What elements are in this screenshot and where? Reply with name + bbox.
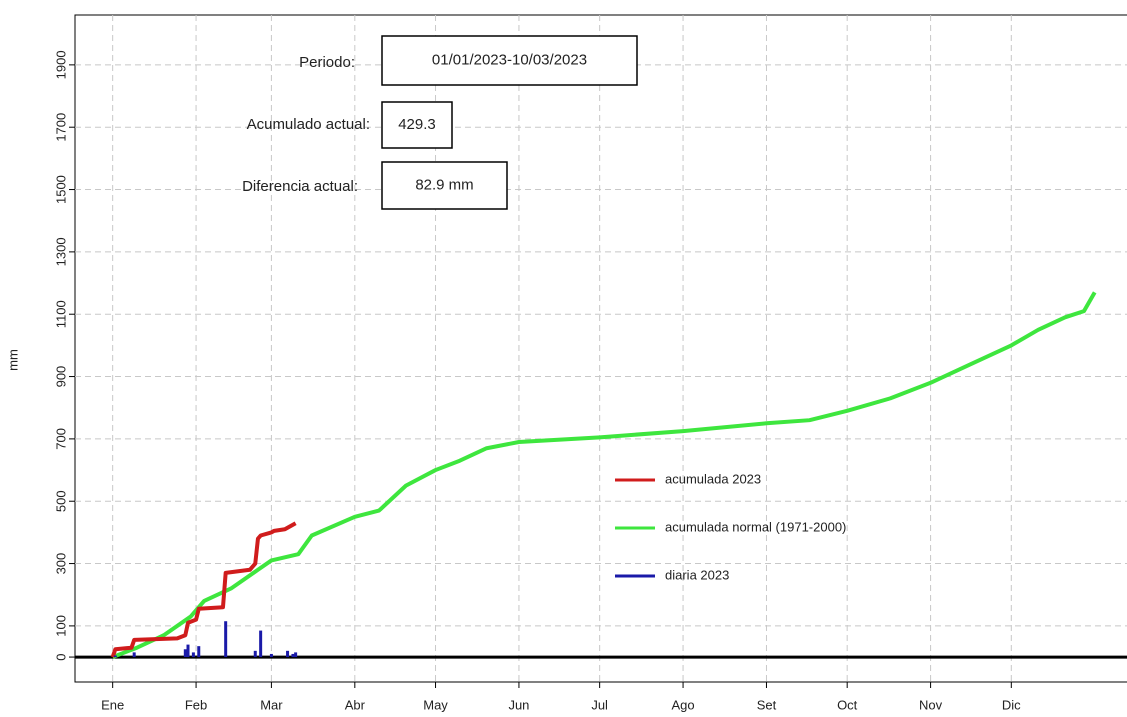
y-tick-label: 300 (53, 553, 68, 575)
annotation-value: 429.3 (398, 116, 436, 133)
y-tick-label: 1100 (53, 300, 68, 328)
annotation-label: Periodo: (299, 54, 355, 71)
y-tick-label: 1700 (53, 113, 68, 142)
annotation-box (381, 101, 453, 149)
annotation-label: Acumulado actual: (247, 116, 370, 133)
x-tick-label: Ene (101, 697, 124, 712)
x-tick-label: Nov (919, 697, 943, 712)
annotation-box (381, 161, 508, 210)
x-tick-label: Jun (508, 697, 529, 712)
plot-frame (74, 14, 1127, 683)
series-line (110, 521, 297, 658)
x-tick-label: Feb (185, 697, 207, 712)
y-tick-label: 900 (53, 366, 68, 388)
x-tick-label: Dic (1002, 697, 1021, 712)
y-tick-label: 1300 (53, 237, 68, 266)
y-tick-label: 100 (53, 615, 68, 637)
y-axis-label: mm (5, 349, 20, 371)
x-tick-label: Jul (591, 697, 608, 712)
legend-label: acumulada 2023 (665, 471, 761, 486)
x-tick-label: Mar (260, 697, 283, 712)
y-tick-label: 500 (53, 490, 68, 512)
y-tick-label: 0 (53, 653, 68, 660)
y-tick-label: 700 (53, 428, 68, 450)
x-tick-label: Oct (837, 697, 858, 712)
annotation-label: Diferencia actual: (242, 178, 358, 195)
legend-label: acumulada normal (1971-2000) (665, 519, 846, 534)
y-tick-label: 1900 (53, 50, 68, 79)
legend-label: diaria 2023 (665, 567, 729, 582)
x-tick-label: Abr (345, 697, 366, 712)
annotation-value: 01/01/2023-10/03/2023 (432, 51, 587, 68)
x-tick-label: Ago (671, 697, 694, 712)
x-tick-label: Set (757, 697, 777, 712)
annotation-value: 82.9 mm (415, 176, 473, 193)
x-tick-label: May (423, 697, 448, 712)
y-tick-label: 1500 (53, 175, 68, 204)
annotation-box (381, 35, 638, 86)
series-line (111, 291, 1097, 659)
